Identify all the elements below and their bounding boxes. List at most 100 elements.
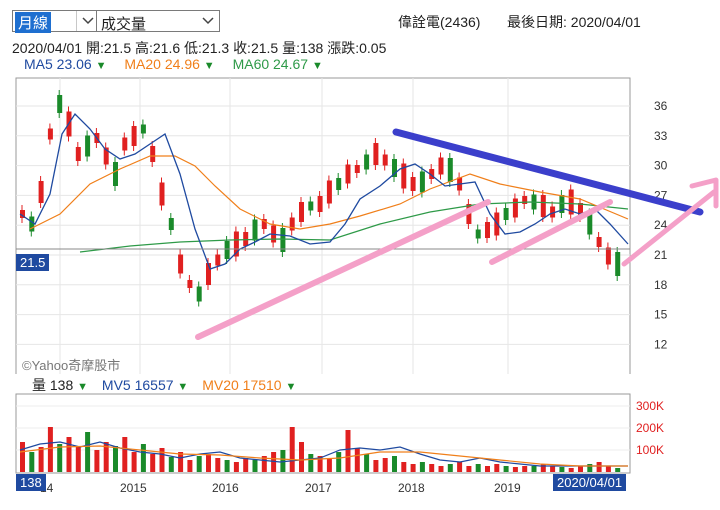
candle-body [122, 137, 128, 151]
period-select[interactable]: 月線 [12, 10, 100, 33]
candle-body [131, 126, 137, 146]
watermark: ©Yahoo奇摩股市 [22, 358, 120, 373]
volume-bar [178, 452, 184, 472]
candle-body [512, 198, 518, 218]
candle-body [540, 195, 546, 217]
volume-bar [540, 464, 546, 472]
volume-bar [578, 466, 583, 472]
price-badge: 21.5 [16, 254, 50, 271]
candle-body [401, 163, 407, 189]
volume-bar [475, 464, 481, 472]
ma60-line [79, 201, 629, 253]
volume-bar [243, 458, 249, 472]
stock-name: 偉詮電(2436) [398, 14, 481, 30]
candle-body [233, 231, 239, 257]
candle-body [85, 135, 91, 157]
candle-body [75, 147, 81, 161]
down-triangle-icon: ▼ [177, 381, 189, 393]
support-trendline-1 [195, 199, 491, 340]
volume-bar [438, 466, 444, 472]
volume-bar [252, 460, 258, 472]
volume-tick-label: 100K [636, 443, 664, 457]
volume-bar [485, 466, 490, 472]
candle-body [252, 219, 258, 241]
volume-bar [94, 450, 100, 472]
candle-body [438, 157, 444, 175]
candle-body [308, 201, 314, 211]
candle-body [485, 222, 490, 238]
vol-value: 量 138 [32, 377, 74, 393]
volume-tick-label: 200K [636, 421, 664, 435]
quote-date: 2020/04/01 [12, 40, 83, 56]
volume-bar [271, 452, 277, 472]
mv20-line [19, 445, 628, 467]
volume-bar [587, 464, 593, 472]
indicator-select[interactable]: 成交量 [96, 10, 220, 33]
candle-body [522, 196, 528, 204]
last-date-label: 最後日期: 2020/04/01 [507, 14, 641, 30]
down-triangle-icon: ▼ [311, 60, 323, 72]
volume-bar [531, 466, 537, 472]
candle-body [354, 165, 360, 173]
volume-bar [47, 427, 53, 472]
candle-body [429, 169, 435, 179]
quote-close: 收:21.5 [233, 40, 279, 56]
ma20-value: MA20 24.96 [124, 56, 200, 72]
price-tick-label: 21 [654, 248, 668, 262]
price-tick-label: 18 [654, 278, 668, 292]
ma5-line [19, 112, 629, 270]
ma60-value: MA60 24.67 [232, 56, 309, 72]
mv20-value: MV20 17510 [202, 377, 282, 393]
candle-body [159, 182, 165, 206]
candle-body [168, 218, 174, 230]
candle-body [364, 154, 370, 170]
year-label: 2019 [494, 481, 521, 495]
volume-bar [522, 466, 528, 472]
volume-bar [494, 464, 500, 472]
volume-bar [289, 427, 295, 472]
down-triangle-icon: ▼ [203, 60, 215, 72]
volume-bar [596, 462, 602, 472]
volume-bar [38, 447, 44, 472]
candle-body [140, 124, 146, 134]
candle-body [410, 177, 416, 191]
volume-bar [410, 464, 416, 472]
volume-bar [29, 452, 35, 472]
volume-bar [66, 437, 72, 472]
candle-body [447, 158, 453, 182]
volume-bar [122, 437, 128, 472]
candle-body [568, 189, 574, 215]
volume-bar [559, 467, 565, 472]
year-label: 2018 [398, 481, 425, 495]
down-triangle-icon: ▼ [285, 381, 297, 393]
ma5-value: MA5 23.06 [24, 56, 92, 72]
candle-body [113, 162, 118, 186]
volume-legend: 量 138 ▼ MV5 16557 ▼ MV20 17510 ▼ [32, 375, 296, 395]
volume-bar [308, 454, 314, 472]
volume-bar [299, 442, 304, 472]
volume-bar [233, 462, 239, 472]
period-select-value: 月線 [15, 12, 52, 33]
candle-body [57, 95, 63, 113]
volume-bar [159, 448, 165, 472]
candle-body [605, 247, 611, 265]
candle-body [289, 217, 295, 231]
candle-body [475, 229, 481, 239]
price-tick-label: 15 [654, 308, 668, 322]
candle-body [29, 216, 35, 232]
quote-line: 2020/04/01 開:21.5 高:21.6 低:21.3 收:21.5 量… [12, 38, 386, 58]
candle-body [47, 128, 53, 140]
price-tick-label: 12 [654, 337, 668, 351]
candle-body [103, 147, 109, 165]
year-label: 2015 [120, 481, 147, 495]
volume-bar [373, 460, 379, 472]
candle-body [261, 219, 267, 229]
quote-high: 高:21.6 [135, 40, 181, 56]
volume-bar [196, 456, 202, 472]
arrowhead-icon [689, 177, 719, 209]
volume-bar [392, 456, 397, 472]
volume-bar [364, 454, 370, 472]
candle-body [280, 228, 286, 252]
